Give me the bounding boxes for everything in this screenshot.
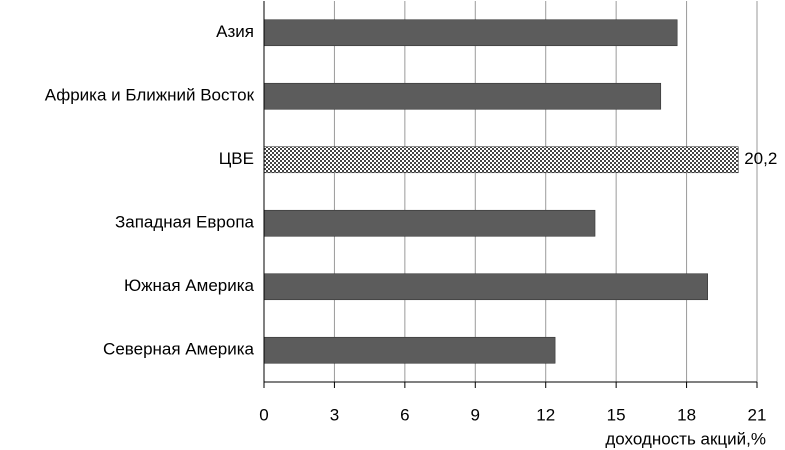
x-tick-label: 6 (400, 405, 409, 424)
x-tick-label: 0 (259, 405, 268, 424)
y-tick-label: Западная Европа (115, 213, 255, 232)
x-tick-label: 9 (471, 405, 480, 424)
x-tick-label: 18 (677, 405, 696, 424)
bar (263, 273, 709, 301)
x-tick-label: 3 (330, 405, 339, 424)
x-tick-label: 15 (607, 405, 626, 424)
y-tick-label: Азия (216, 22, 254, 41)
y-tick-label: ЦВЕ (219, 149, 254, 168)
x-axis-title: доходность акций,% (605, 429, 766, 448)
bar (263, 82, 662, 110)
x-tick-label: 21 (748, 405, 767, 424)
y-tick-label: Северная Америка (103, 340, 254, 359)
bar (263, 209, 596, 237)
bar (263, 19, 678, 47)
data-label: 20,2 (744, 149, 777, 168)
bar (263, 146, 739, 174)
bar (263, 336, 556, 364)
y-tick-label: Африка и Ближний Восток (45, 86, 255, 105)
x-tick-label: 12 (536, 405, 555, 424)
y-tick-label: Южная Америка (124, 276, 255, 295)
